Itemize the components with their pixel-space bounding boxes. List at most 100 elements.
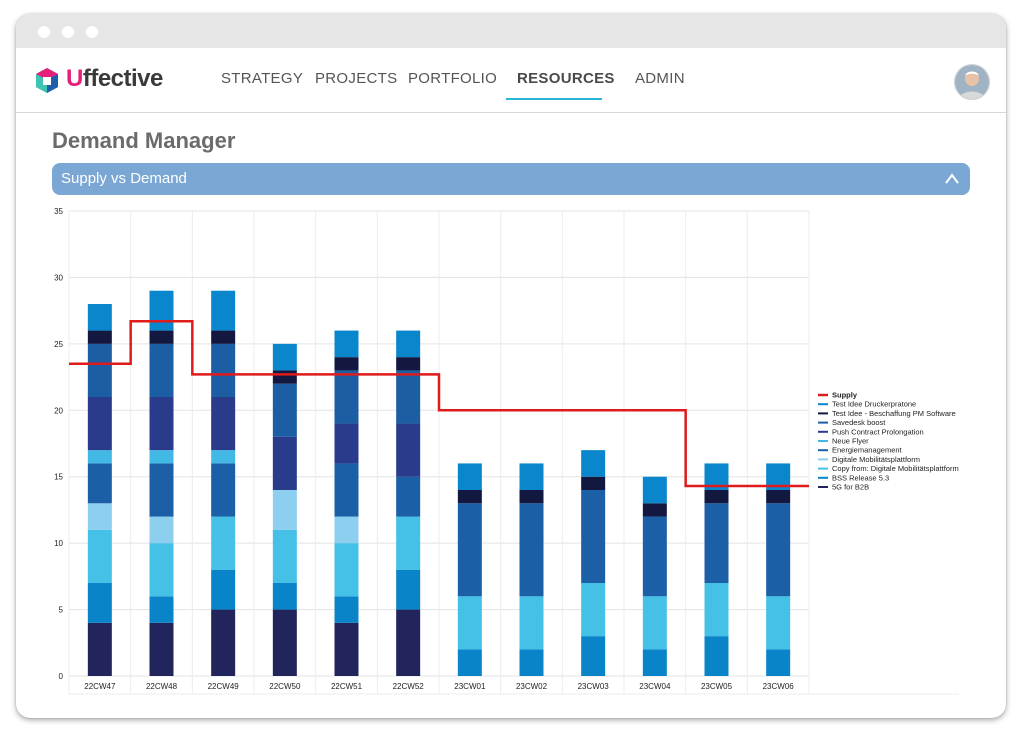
x-tick-label: 22CW47 (84, 682, 116, 691)
nav-item-admin[interactable]: ADMIN (635, 70, 685, 87)
legend-label: Energiemanagement (832, 446, 903, 455)
bar-segment (704, 636, 729, 676)
legend-label: Digitale Mobilitätsplattform (832, 455, 920, 464)
bar-segment (87, 397, 112, 451)
bar-segment (149, 343, 174, 397)
bar-segment (149, 543, 174, 597)
app-window: Uffective STRATEGY PROJECTS PORTFOLIO RE… (16, 14, 1006, 718)
y-tick-label: 35 (54, 207, 63, 216)
bar-segment (766, 503, 791, 597)
brand-rest: ffective (82, 65, 164, 92)
bar-segment (642, 596, 667, 650)
top-navbar: Uffective STRATEGY PROJECTS PORTFOLIO RE… (16, 48, 1006, 113)
legend-label: Neue Flyer (832, 437, 869, 446)
logo-icon[interactable] (32, 66, 62, 96)
y-tick-label: 15 (54, 473, 63, 482)
bar-segment (87, 503, 112, 530)
chevron-up-icon[interactable] (942, 169, 962, 189)
x-tick-label: 23CW03 (578, 682, 610, 691)
legend-label: Push Contract Prolongation (832, 427, 924, 436)
bar-segment (149, 596, 174, 623)
bar-segment (149, 622, 174, 676)
bar-segment (396, 423, 421, 477)
bar-segment (396, 370, 421, 424)
bar-segment (642, 476, 667, 504)
bar-segment (642, 649, 667, 676)
bar-segment (149, 463, 174, 517)
window-dot-icon[interactable] (86, 26, 98, 38)
bar-segment (149, 330, 174, 344)
bar-segment (272, 490, 297, 530)
bar-segment (519, 463, 544, 490)
active-tab-indicator (506, 98, 602, 100)
bar-segment (211, 290, 236, 331)
bar-segment (396, 569, 421, 610)
bar-segment (704, 490, 729, 504)
nav-item-projects[interactable]: PROJECTS (315, 70, 398, 87)
window-dot-icon[interactable] (38, 26, 50, 38)
bar-segment (272, 583, 297, 610)
bar-segment (87, 304, 112, 331)
bar-segment (457, 463, 482, 490)
x-tick-label: 22CW49 (208, 682, 240, 691)
brand-name[interactable]: Uffective (66, 65, 163, 93)
bar-segment (211, 343, 236, 397)
bar-segment (211, 450, 236, 464)
x-tick-label: 22CW48 (146, 682, 178, 691)
bar-segment (519, 490, 544, 504)
bar-segment (87, 330, 112, 344)
legend-label: Supply (832, 391, 858, 400)
bar-segment (642, 503, 667, 517)
bar-segment (642, 516, 667, 597)
bar-segment (581, 450, 606, 477)
bar-segment (334, 596, 359, 623)
bar-segment (334, 543, 359, 597)
x-tick-label: 22CW50 (269, 682, 301, 691)
bar-segment (211, 516, 236, 570)
bar-segment (334, 330, 359, 358)
x-tick-label: 22CW52 (393, 682, 425, 691)
bar-segment (519, 596, 544, 650)
nav-item-strategy[interactable]: STRATEGY (221, 70, 304, 87)
bar-segment (581, 636, 606, 676)
nav-item-resources[interactable]: RESOURCES (517, 70, 615, 87)
bar-segment (211, 330, 236, 344)
legend-label: 5G for B2B (832, 483, 869, 492)
bar-segment (334, 357, 359, 371)
user-avatar[interactable] (954, 64, 990, 100)
bar-segment (519, 503, 544, 597)
bar-segment (396, 609, 421, 676)
bar-segment (87, 343, 112, 397)
bar-segment (457, 503, 482, 597)
legend-label: BSS Release 5.3 (832, 473, 889, 482)
supply-line (69, 320, 809, 488)
bar-segment (457, 490, 482, 504)
nav-item-portfolio[interactable]: PORTFOLIO (408, 70, 498, 87)
bar-segment (272, 529, 297, 583)
bar-segment (581, 476, 606, 490)
bar-segment (149, 397, 174, 451)
window-titlebar (16, 14, 1006, 48)
bar-segment (334, 423, 359, 464)
bar-segment (457, 596, 482, 650)
y-tick-label: 10 (54, 539, 63, 548)
bar-segment (704, 583, 729, 637)
bar-segment (272, 370, 297, 384)
page-title: Demand Manager (52, 128, 236, 153)
panel-header[interactable]: Supply vs Demand (52, 163, 970, 195)
y-tick-label: 25 (54, 340, 63, 349)
panel-title: Supply vs Demand (61, 170, 187, 187)
avatar-icon (955, 65, 989, 99)
bar-segment (766, 649, 791, 676)
bar-segment (272, 436, 297, 490)
bar-segment (581, 583, 606, 637)
bar-segment (87, 583, 112, 623)
bar-segment (334, 622, 359, 676)
bar-segment (396, 476, 421, 517)
bar-segment (581, 490, 606, 583)
bar-segment (149, 516, 174, 544)
x-tick-label: 23CW01 (454, 682, 486, 691)
bar-segment (396, 357, 421, 371)
bar-segment (704, 503, 729, 583)
window-dot-icon[interactable] (62, 26, 74, 38)
